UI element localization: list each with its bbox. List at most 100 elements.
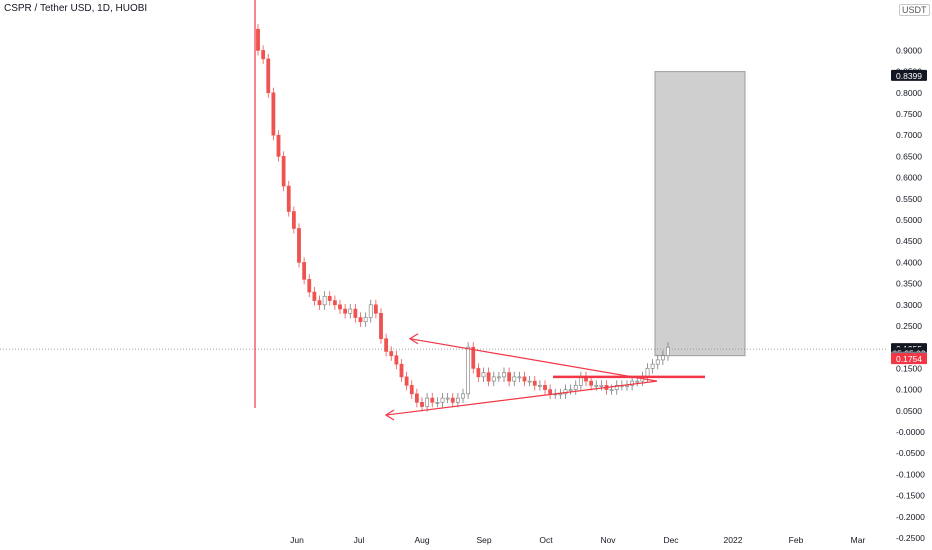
candle-body [645, 368, 650, 378]
candle-body [317, 300, 322, 306]
candle-body [522, 376, 527, 382]
candle-body [373, 304, 378, 314]
candle-body [353, 308, 358, 318]
y-tick-label: 0.5500 [896, 194, 922, 204]
y-tick-label: 0.3000 [896, 300, 922, 310]
candle-body [261, 50, 266, 60]
x-tick-label: Mar [851, 535, 866, 545]
candle-body [609, 389, 614, 391]
candle-body [589, 380, 594, 386]
x-tick-label: Nov [600, 535, 616, 545]
candle-body [543, 385, 547, 390]
y-tick-label: -0.2000 [896, 512, 925, 522]
target-box-layer [0, 71, 888, 357]
candle-body [573, 385, 578, 390]
candle-body [650, 363, 655, 369]
candle-body [537, 385, 542, 387]
price-tag [891, 69, 927, 81]
triangle-lower-line [385, 380, 658, 416]
candle-body [440, 397, 445, 403]
y-tick-label: 0.6000 [896, 173, 922, 183]
x-tick-label: 2022 [724, 535, 743, 545]
y-tick-label: 0.0500 [896, 406, 922, 416]
candle-body [532, 380, 537, 386]
candle-body [614, 385, 619, 390]
candle-body [281, 156, 286, 187]
candle-body [635, 380, 640, 383]
x-tick-label: Feb [789, 535, 804, 545]
y-tick-label: 0.3500 [896, 279, 922, 289]
candle-body [302, 262, 307, 280]
y-tick-label: 0.7000 [896, 130, 922, 140]
chart-title: CSPR / Tether USD, 1D, HUOBI [4, 3, 148, 14]
candle-body [466, 346, 471, 395]
candle-body [568, 389, 573, 391]
y-tick-label: 0.2500 [896, 321, 922, 331]
y-tick-label: -0.0000 [896, 427, 925, 437]
x-tick-label: Aug [414, 535, 429, 545]
candle-body [307, 279, 312, 293]
target-range-box [654, 71, 746, 357]
y-tick-label: 0.5000 [896, 215, 922, 225]
candle-body [322, 296, 327, 306]
y-tick-label: -0.0500 [896, 448, 925, 458]
candle-body [348, 308, 353, 314]
y-tick-label: 0.6500 [896, 151, 922, 161]
candle-body [517, 376, 522, 379]
currency-unit-badge[interactable]: USDT [899, 4, 930, 16]
candle-body [655, 359, 660, 365]
candle-body [594, 385, 599, 387]
candle-body [496, 376, 501, 379]
price-tag-label: 0.8399 [896, 71, 922, 81]
candle-body [271, 92, 276, 136]
candle-body [327, 296, 332, 301]
candle-body [471, 346, 476, 369]
candle-body [414, 393, 419, 403]
candle-body [430, 397, 435, 403]
candle-body [363, 317, 368, 323]
candle-body [420, 402, 424, 407]
candle-body [512, 376, 517, 382]
candle-body [404, 376, 409, 386]
y-tick-label: -0.1000 [896, 469, 925, 479]
x-tick-label: Sep [476, 535, 491, 545]
arrowhead-upper [408, 333, 419, 345]
candle-body [286, 185, 291, 212]
candle-body [409, 385, 414, 395]
x-tick-label: Jun [290, 535, 304, 545]
candle-body [599, 385, 604, 387]
x-tick-label: Jul [354, 535, 365, 545]
y-tick-label: -0.2500 [896, 533, 925, 543]
candle-body [338, 304, 342, 310]
candle-body [527, 380, 532, 383]
price-tag-label: 0.1754 [896, 354, 922, 364]
candle-body [368, 304, 373, 318]
x-axis: Jun Jul Aug Sep Oct Nov Dec 2022 Feb Mar [290, 535, 865, 545]
candle-body [450, 397, 455, 403]
y-axis: 0.90000.85000.80000.75000.70000.65000.60… [896, 45, 925, 543]
candle-body [455, 397, 460, 403]
candle-body [666, 346, 670, 356]
arrowhead-lower [384, 409, 395, 421]
y-tick-label: 0.9000 [896, 45, 922, 55]
candle-body [425, 397, 430, 407]
candle-body [486, 372, 491, 382]
candle-body [491, 376, 496, 382]
candle-body [297, 228, 301, 263]
y-tick-label: -0.1500 [896, 491, 925, 501]
y-tick-label: 0.8000 [896, 88, 922, 98]
candle-body [291, 211, 296, 229]
x-tick-label: Dec [663, 535, 679, 545]
candle-body [548, 389, 553, 395]
triangle-upper-line [409, 338, 658, 382]
y-tick-label: 0.4500 [896, 236, 922, 246]
candle-body [630, 380, 635, 386]
candle-body [507, 372, 512, 382]
candle-body [276, 134, 281, 157]
candle-body [445, 397, 450, 400]
candle-body [384, 338, 389, 352]
candle-body [332, 300, 337, 306]
candle-body [394, 355, 399, 365]
candle-body [266, 58, 271, 94]
